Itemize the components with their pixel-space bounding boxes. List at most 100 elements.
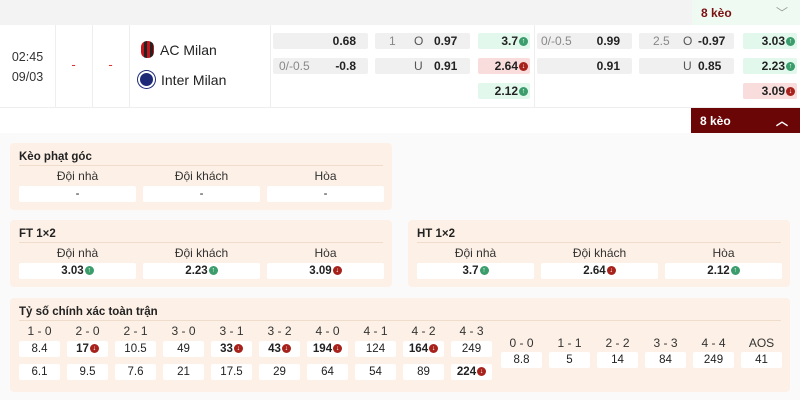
corner-panel: Kèo phạt góc Đội nhà - Đội khách - Hòa - (10, 143, 392, 210)
handicap-away-cell[interactable]: 0.91 (537, 58, 632, 74)
under-cell[interactable]: U 0.91 (375, 58, 470, 74)
draw-score-odds[interactable]: 41 (741, 352, 782, 368)
score-label: 4 - 3 (459, 324, 484, 338)
odds-value: 14 (611, 354, 624, 366)
odds-value: 3.03 (61, 265, 84, 277)
score-label: 4 - 2 (411, 324, 436, 338)
1x2-odds-cell[interactable]: 2.64 ↓ (478, 58, 530, 74)
divider (19, 242, 383, 243)
exact-score-panel: Tỷ số chính xác toàn trận 1 - 0 8.4 6.1 2 - … (10, 298, 790, 392)
arrow-down-icon: ↓ (606, 266, 616, 276)
1x2-odds-value: 2.23 (761, 59, 785, 73)
score-odds[interactable]: 194 ↓ (307, 341, 348, 357)
score-odds[interactable]: 49 (163, 341, 204, 357)
over-cell[interactable]: 2.5 O -0.97 (639, 33, 734, 49)
draw-score-odds[interactable]: 14 (597, 352, 638, 368)
odds-value: 3.7 (462, 265, 479, 277)
outcome-label: Đội nhà (454, 246, 497, 260)
draw-score-odds[interactable]: 8.8 (501, 352, 542, 368)
score-odds[interactable]: 54 (355, 364, 396, 380)
away-team[interactable]: Inter Milan (138, 71, 226, 88)
outcome-odds[interactable]: 3.03 ↑ (19, 263, 136, 279)
score-odds[interactable]: 164 ↓ (403, 341, 444, 357)
score-label: 3 - 1 (219, 324, 244, 338)
ac-milan-logo-icon (141, 41, 154, 58)
outcome-label: Hòa (314, 246, 337, 260)
divider (534, 25, 535, 108)
handicap-home-cell[interactable]: 0/-0.5 0.99 (537, 33, 632, 49)
arrow-down-icon: ↓ (519, 61, 528, 71)
1x2-odds-cell[interactable]: 3.7 ↑ (478, 33, 530, 49)
odds-value: - (199, 188, 204, 200)
over-odds: -0.97 (698, 34, 726, 48)
score-odds[interactable]: 43 ↓ (259, 341, 300, 357)
1x2-odds-cell[interactable]: 3.09 ↓ (743, 83, 797, 99)
odds-value: 5 (566, 354, 573, 366)
ft-1x2-panel-title: FT 1×2 (19, 228, 56, 240)
outcome-odds[interactable]: - (143, 186, 260, 202)
score-odds[interactable]: 249 (451, 341, 492, 357)
1x2-odds-cell[interactable]: 3.03 ↑ (743, 33, 797, 49)
divider (19, 165, 383, 166)
1x2-odds-value: 3.09 (761, 84, 785, 98)
odds-value: 2.64 (583, 265, 606, 277)
score-label: 3 - 2 (267, 324, 292, 338)
outcome-odds[interactable]: 3.7 ↑ (417, 263, 534, 279)
draw-score-odds[interactable]: 249 (693, 352, 734, 368)
handicap-away-odds: -0.8 (335, 59, 356, 73)
over-cell[interactable]: 1 O 0.97 (375, 33, 470, 49)
over-odds: 0.97 (434, 34, 458, 48)
odds-value: 54 (369, 366, 382, 378)
odds-value: 29 (273, 366, 286, 378)
1x2-odds-value: 2.12 (494, 84, 518, 98)
outcome-label: Hòa (314, 169, 337, 183)
odds-value: 2.12 (707, 265, 730, 277)
draw-score-label: 1 - 1 (557, 336, 582, 350)
under-cell[interactable]: U 0.85 (639, 58, 734, 74)
home-team[interactable]: AC Milan (141, 41, 217, 58)
score-odds[interactable]: 33 ↓ (211, 341, 252, 357)
outcome-odds[interactable]: 2.23 ↑ (143, 263, 260, 279)
top-bar (0, 0, 800, 25)
outcome-odds[interactable]: - (267, 186, 384, 202)
score-odds[interactable]: 224 ↓ (451, 364, 492, 380)
handicap-away-cell[interactable]: 0/-0.5 -0.8 (273, 58, 368, 74)
score-odds[interactable]: 6.1 (19, 364, 60, 380)
outcome-odds[interactable]: 2.12 ↑ (665, 263, 782, 279)
score-odds[interactable]: 124 (355, 341, 396, 357)
more-markets-button[interactable]: 8 kèo ﹀ (692, 0, 800, 25)
ht-1x2-panel: HT 1×2 Đội nhà 3.7 ↑ Đội khách 2.64 ↓ Hòa 2.12 ↑ (408, 220, 790, 287)
collapse-markets-button[interactable]: 8 kèo ︿ (691, 108, 800, 133)
outcome-odds[interactable]: 3.09 ↓ (267, 263, 384, 279)
score-odds[interactable]: 17 ↓ (67, 341, 108, 357)
kickoff-date: 09/03 (11, 70, 44, 84)
away-score: - (108, 57, 113, 72)
1x2-odds-cell[interactable]: 2.12 ↑ (478, 83, 530, 99)
divider (417, 242, 781, 243)
outcome-odds[interactable]: 2.64 ↓ (541, 263, 658, 279)
match-time: 02:45 09/03 (0, 47, 55, 87)
draw-score-odds[interactable]: 84 (645, 352, 686, 368)
over-label: O (683, 34, 693, 48)
score-odds[interactable]: 17.5 (211, 364, 252, 380)
score-odds[interactable]: 10.5 (115, 341, 156, 357)
draw-score-odds[interactable]: 5 (549, 352, 590, 368)
score-odds[interactable]: 29 (259, 364, 300, 380)
arrow-up-icon: ↑ (730, 266, 740, 276)
handicap-home-cell[interactable]: 0.68 (273, 33, 368, 49)
1x2-odds-cell[interactable]: 2.23 ↑ (743, 58, 797, 74)
odds-value: 84 (659, 354, 672, 366)
odds-value: 89 (417, 366, 430, 378)
score-odds[interactable]: 8.4 (19, 341, 60, 357)
score-odds[interactable]: 7.6 (115, 364, 156, 380)
score-odds[interactable]: 21 (163, 364, 204, 380)
odds-value: 249 (703, 354, 724, 366)
arrow-down-icon: ↓ (332, 266, 342, 276)
score-odds[interactable]: 9.5 (67, 364, 108, 380)
score-odds[interactable]: 64 (307, 364, 348, 380)
outcome-odds[interactable]: - (19, 186, 136, 202)
score-odds[interactable]: 89 (403, 364, 444, 380)
odds-value: 3.09 (309, 265, 332, 277)
ft-1x2-panel: FT 1×2 Đội nhà 3.03 ↑ Đội khách 2.23 ↑ Hòa 3.09 ↓ (10, 220, 392, 287)
score-label: 2 - 1 (123, 324, 148, 338)
